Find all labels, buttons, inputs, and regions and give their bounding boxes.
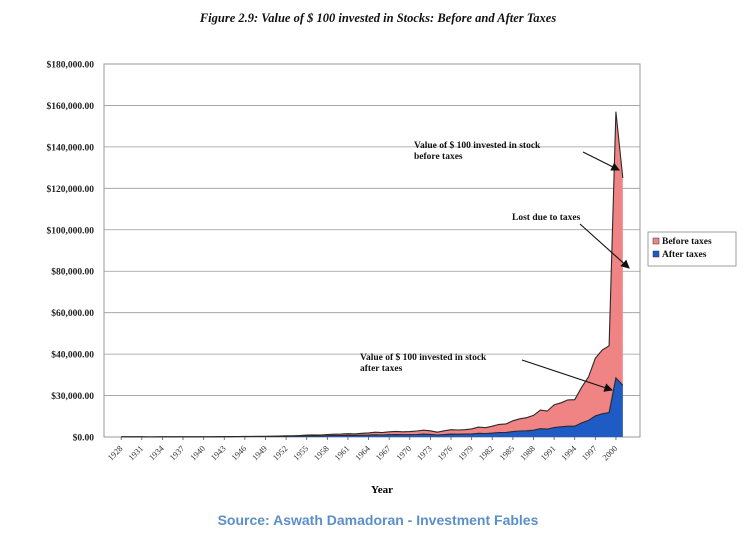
annotation-arrow — [582, 151, 620, 171]
legend-label: After taxes — [662, 250, 707, 260]
x-tick-label: 1988 — [518, 443, 537, 462]
plot-area — [103, 63, 641, 438]
annotation-text: Lost due to taxes — [512, 213, 581, 223]
y-tick-label: $30,000.00 — [51, 391, 94, 402]
x-tick-label: 1970 — [394, 443, 413, 462]
x-tick-label: 1940 — [188, 443, 207, 462]
y-tick-label: $80,000.00 — [51, 267, 94, 278]
area-before-taxes — [121, 111, 623, 437]
x-tick-label: 1958 — [312, 443, 331, 462]
x-axis-label: Year — [371, 484, 393, 496]
x-tick-label: 1955 — [291, 443, 310, 462]
area-after-taxes — [121, 377, 623, 437]
y-tick-label: $120,000.00 — [47, 184, 95, 195]
x-tick-label: 1979 — [456, 443, 475, 462]
annotation-text: after taxes — [360, 364, 403, 374]
legend-swatch — [652, 237, 660, 245]
annotation-arrow — [579, 223, 630, 269]
annotation-text: Value of $ 100 invested in stock — [414, 140, 541, 151]
x-tick-label: 1931 — [126, 443, 145, 462]
legend-box — [647, 231, 737, 267]
x-tick-label: 1937 — [167, 443, 186, 462]
y-tick-label: $0.00 — [73, 433, 95, 444]
x-tick-label: 1991 — [538, 443, 557, 462]
y-tick-label: $60,000.00 — [51, 308, 94, 319]
x-tick-label: 1949 — [250, 443, 269, 462]
legend-label: Before taxes — [662, 237, 712, 247]
x-tick-label: 1964 — [353, 443, 373, 463]
annotation-text: Value of $ 100 invested in stock — [360, 352, 487, 363]
legend-swatch — [652, 250, 660, 258]
y-tick-label: $40,000.00 — [51, 350, 94, 361]
x-tick-label: 1928 — [106, 443, 125, 462]
x-tick-label: 1973 — [415, 443, 434, 462]
chart-title: Figure 2.9: Value of $ 100 invested in S… — [199, 11, 557, 25]
x-tick-label: 1961 — [332, 443, 351, 462]
x-tick-label: 1976 — [435, 443, 454, 462]
y-tick-label: $180,000.00 — [47, 60, 95, 71]
chart-svg: $0.00 $30,000.00 $40,000.00 $60,000.00 $80,0… — [47, 60, 737, 496]
x-tick-label: 1967 — [374, 443, 393, 462]
line-after-taxes — [121, 376, 624, 438]
x-tick-label: 1994 — [559, 443, 579, 463]
chart: Figure 2.9: Value of $ 100 invested in S… — [47, 11, 737, 496]
x-tick-label: 1997 — [580, 443, 599, 462]
source-caption: Source: Aswath Damadoran - Investment Fa… — [217, 512, 539, 528]
x-tick-label: 1946 — [229, 443, 248, 462]
x-tick-label: 1985 — [497, 443, 516, 462]
x-tick-label: 1943 — [209, 443, 228, 462]
annotation-text: before taxes — [414, 152, 463, 162]
x-tick-label: 1952 — [270, 443, 289, 462]
x-tick-label: 2000 — [600, 443, 619, 462]
y-tick-label: $100,000.00 — [47, 225, 95, 236]
y-tick-label: $140,000.00 — [47, 142, 95, 153]
x-tick-label: 1982 — [477, 443, 496, 462]
y-tick-label: $160,000.00 — [47, 101, 95, 112]
annotation-arrow — [521, 359, 614, 392]
x-tick-label: 1934 — [147, 443, 167, 463]
